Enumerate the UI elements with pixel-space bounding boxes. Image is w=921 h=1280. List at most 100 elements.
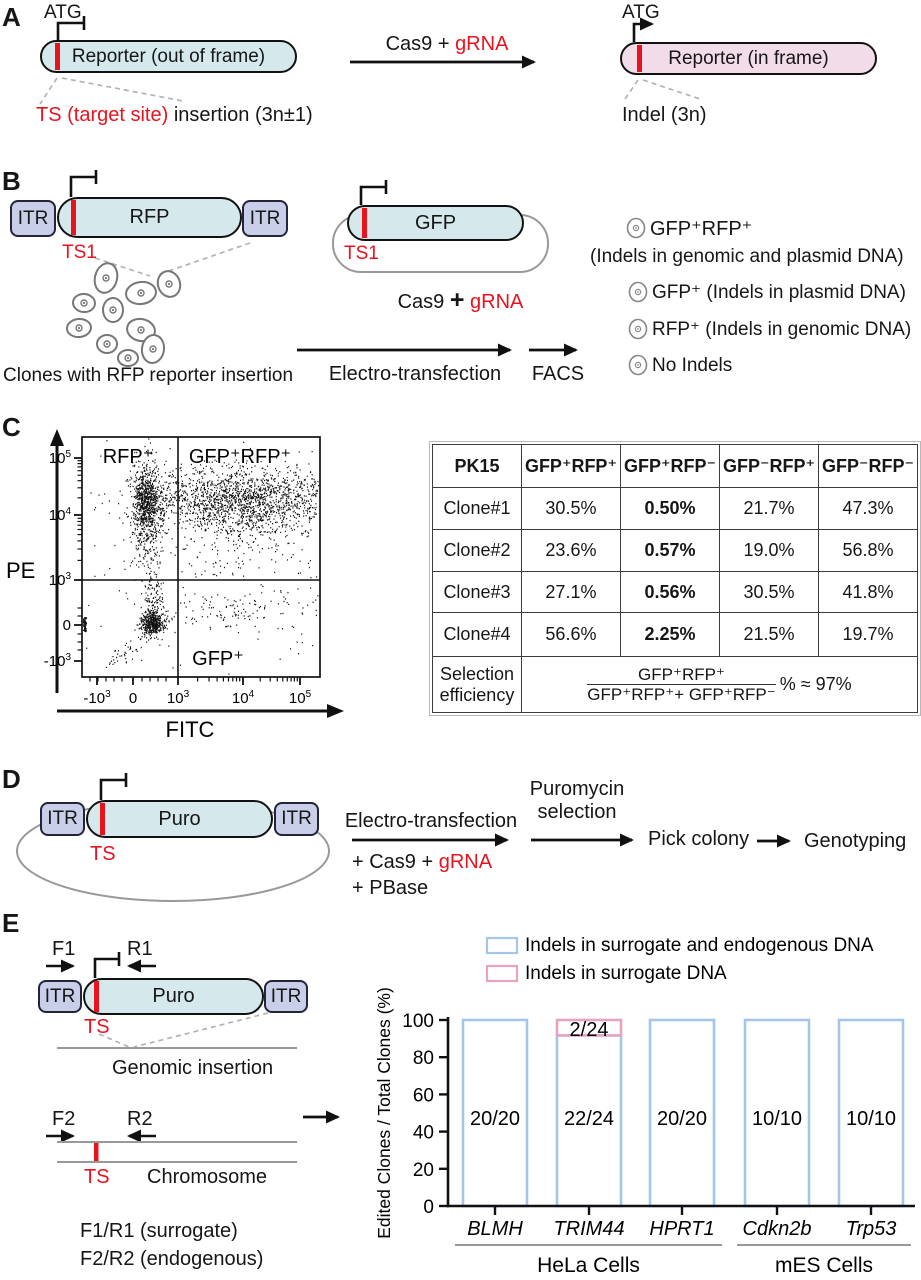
- cas9-grna-addition: + Cas9 + gRNA: [352, 851, 492, 874]
- panel-label-e: E: [2, 908, 20, 938]
- bar-BLMH: [461, 1018, 529, 1208]
- table-cell: 47.3%: [817, 487, 919, 530]
- selection-efficiency-label: Selection efficiency: [432, 656, 522, 713]
- reporter-out-label: Reporter (out of frame): [71, 45, 266, 67]
- quadrant-label-gfp: GFP⁺: [192, 648, 244, 670]
- fitc-axis-arrow: [57, 704, 344, 718]
- indel-caption: Indel (3n): [622, 104, 707, 126]
- x-category-label: HPRT1: [649, 1218, 714, 1240]
- svg-text:105: 105: [289, 689, 312, 707]
- stack-segment-label: 2/24: [570, 1019, 609, 1041]
- svg-text:103: 103: [167, 689, 190, 707]
- table-cell: 0.56%: [619, 571, 720, 613]
- cell-icon: [628, 318, 648, 340]
- table-row-label: Clone#3: [432, 571, 522, 613]
- svg-text:-103: -103: [83, 689, 111, 707]
- facs-label: FACS: [531, 363, 585, 385]
- group-label: HeLa Cells: [537, 1254, 640, 1277]
- table-row-label: Clone#1: [432, 487, 522, 530]
- puromycin-line2: selection: [537, 801, 617, 823]
- itr-box: ITR: [264, 980, 308, 1013]
- formula-denominator: GFP⁺RFP⁺+ GFP⁺RFP⁻: [587, 683, 776, 704]
- table-header-cell: PK15: [432, 444, 522, 488]
- x-category-label: Cdkn2b: [743, 1218, 812, 1240]
- chromosome-label: Chromosome: [147, 1166, 268, 1188]
- leader-line: [622, 79, 639, 103]
- table-cell: 0.57%: [619, 529, 720, 572]
- reporter-out-of-frame-construct: Reporter (out of frame): [40, 40, 297, 73]
- target-site-marker: [100, 803, 105, 835]
- legend-label: Indels in surrogate DNA: [525, 963, 727, 984]
- bar-HPRT1: [648, 1018, 716, 1208]
- selection-efficiency-formula: GFP⁺RFP⁺ GFP⁺RFP⁺+ GFP⁺RFP⁻ % ≈ 97%: [520, 656, 919, 713]
- ts-label: TS: [90, 843, 116, 865]
- svg-text:105: 105: [49, 449, 72, 467]
- leader-line: [61, 77, 184, 102]
- grna-label: gRNA: [455, 33, 509, 55]
- target-site-marker: [71, 200, 76, 235]
- ts-caption-black: insertion (3n±1): [168, 104, 313, 126]
- leader-line: [39, 77, 58, 105]
- y-tick-label: 20: [413, 1160, 434, 1181]
- pbase-addition: + PBase: [352, 877, 429, 899]
- gfp-label: GFP: [414, 211, 457, 234]
- formula: GFP⁺RFP⁺ GFP⁺RFP⁺+ GFP⁺RFP⁻ % ≈ 97%: [525, 665, 914, 705]
- table-header-cell: GFP⁻RFP⁻: [817, 444, 919, 488]
- ts1-label: TS1: [62, 242, 97, 263]
- panel-label-a: A: [2, 2, 21, 32]
- primer-f2-label: F2: [52, 1108, 76, 1130]
- svg-text:103: 103: [49, 571, 72, 589]
- svg-text:0: 0: [129, 690, 137, 707]
- y-axis-title: PE: [6, 558, 35, 583]
- itr-box: ITR: [38, 980, 82, 1013]
- panel-label-d: D: [2, 764, 21, 794]
- table-cell: 19.7%: [817, 612, 919, 657]
- primer-r1-label: R1: [127, 938, 153, 960]
- ts1-label: TS1: [344, 243, 379, 264]
- itr-box: ITR: [10, 200, 56, 237]
- panel-label-c: C: [2, 412, 21, 442]
- panel-label-b: B: [2, 166, 21, 196]
- bar-value-label: 22/24: [564, 1108, 614, 1130]
- table-cell: 30.5%: [520, 487, 621, 530]
- cell-clones-cluster: [66, 262, 182, 367]
- promoter-arrow-active-icon: [632, 17, 654, 42]
- promoter-arrow-blunt-icon: [69, 170, 98, 197]
- cas9-label: + Cas9 +: [352, 851, 439, 873]
- cell-icon: [628, 281, 648, 303]
- grna-label: gRNA: [438, 851, 493, 873]
- table-cell: 21.7%: [718, 487, 819, 530]
- table-header-cell: GFP⁺RFP⁺: [520, 444, 621, 488]
- genotyping-label: Genotyping: [804, 830, 907, 852]
- outcome-title: RFP⁺ (Indels in genomic DNA): [652, 319, 912, 340]
- rfp-reporter-construct: RFP: [57, 197, 242, 238]
- y-tick-label: 60: [413, 1085, 434, 1106]
- plus-sign: +: [449, 286, 465, 314]
- puro-reporter-construct: Puro: [83, 978, 264, 1015]
- bar-value-label: 10/10: [846, 1108, 896, 1130]
- y-tick-label: 80: [413, 1048, 434, 1069]
- puromycin-selection-label: Puromycin selection: [522, 778, 632, 824]
- table-cell: 21.5%: [718, 612, 819, 657]
- table-cell: 27.1%: [520, 571, 621, 613]
- leader-line: [642, 79, 701, 100]
- scatter-points: [83, 438, 319, 675]
- itr-box: ITR: [242, 200, 288, 237]
- outcome-title: No Indels: [652, 355, 733, 376]
- outcome-subtitle: (Indels in genomic and plasmid DNA): [590, 246, 904, 267]
- cell-icon: [626, 217, 646, 239]
- f2r2-note: F2/R2 (endogenous): [80, 1248, 264, 1270]
- genomic-insertion-label: Genomic insertion: [112, 1057, 274, 1079]
- target-site-marker: [55, 43, 60, 70]
- ts-caption-red: TS (target site): [36, 104, 169, 126]
- atg-label: ATG: [44, 2, 82, 23]
- table-row-label: Clone#2: [432, 529, 522, 572]
- puromycin-line1: Puromycin: [529, 778, 625, 800]
- svg-text:104: 104: [49, 506, 72, 524]
- table-cell: 56.6%: [520, 612, 621, 657]
- cas9-label: Cas9: [397, 291, 450, 313]
- table-cell: 30.5%: [718, 571, 819, 613]
- legend-label: Indels in surrogate and endogenous DNA: [525, 935, 874, 956]
- formula-suffix: % ≈ 97%: [779, 674, 852, 694]
